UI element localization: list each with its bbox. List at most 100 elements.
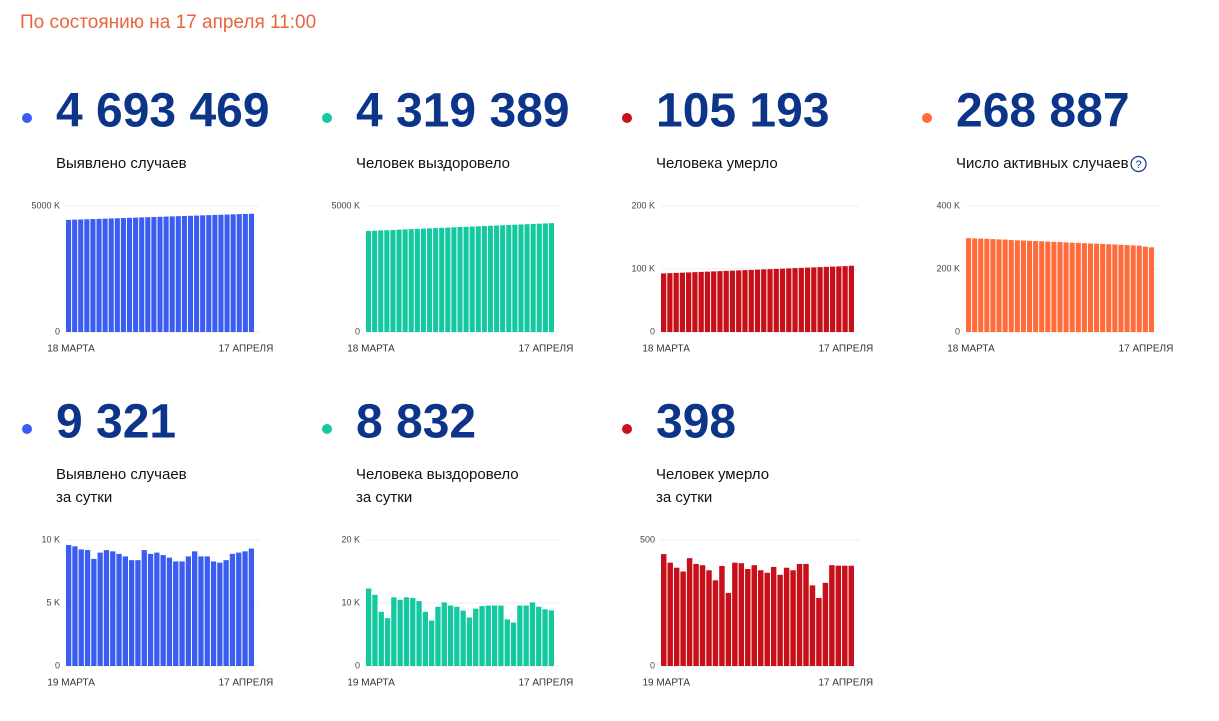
- bar: [391, 597, 397, 666]
- bar: [761, 269, 767, 332]
- x-tick-label: 18 МАРТА: [642, 344, 690, 355]
- metric-sublabel: за сутки: [56, 489, 112, 506]
- bar: [451, 227, 457, 332]
- bar: [487, 225, 494, 332]
- bar: [439, 227, 445, 332]
- bar: [1100, 243, 1106, 332]
- bar: [212, 214, 218, 332]
- metric-sublabel: за сутки: [356, 489, 412, 506]
- bar: [185, 556, 191, 666]
- bar: [1026, 240, 1033, 332]
- bar: [742, 270, 748, 332]
- bar: [1118, 244, 1124, 332]
- bar: [736, 270, 742, 332]
- bar: [529, 602, 536, 666]
- bar: [524, 224, 530, 332]
- bar: [206, 215, 212, 332]
- bar: [773, 268, 779, 332]
- bar: [803, 563, 809, 666]
- bar: [96, 218, 102, 332]
- bar: [108, 218, 114, 332]
- metric-label: Число активных случаев: [956, 155, 1129, 172]
- bar: [536, 223, 542, 332]
- bar: [416, 601, 422, 666]
- bar: [160, 555, 166, 666]
- bar: [230, 214, 236, 332]
- bar: [767, 269, 773, 332]
- bar: [996, 239, 1002, 332]
- bar: [804, 267, 811, 332]
- y-tick-label: 0: [650, 326, 655, 336]
- bar: [84, 550, 91, 666]
- bar: [786, 268, 792, 332]
- bar: [1014, 240, 1020, 332]
- bar: [725, 592, 732, 666]
- status-dot: [322, 113, 332, 123]
- bar: [147, 553, 154, 666]
- bar: [90, 219, 96, 332]
- headline-number: 9 321: [56, 396, 176, 449]
- metric-label: Человека выздоровело: [356, 466, 519, 483]
- x-tick-label: 17 АПРЕЛЯ: [1119, 344, 1174, 355]
- bar: [229, 553, 236, 666]
- bar: [1148, 247, 1154, 332]
- bar: [141, 550, 147, 666]
- bar: [792, 268, 798, 332]
- y-tick-label: 5 K: [46, 597, 60, 607]
- bar: [72, 219, 78, 332]
- bar: [1136, 245, 1142, 332]
- x-tick-label: 17 АПРЕЛЯ: [818, 678, 873, 689]
- bar: [163, 216, 169, 332]
- y-tick-label: 20 K: [341, 534, 360, 544]
- metric-label: Выявлено случаев: [56, 155, 187, 172]
- bar: [204, 556, 210, 666]
- bar: [542, 609, 548, 666]
- bar: [1057, 242, 1063, 332]
- bar: [120, 218, 126, 332]
- bar: [166, 557, 173, 666]
- bar: [1142, 246, 1148, 332]
- bar: [500, 225, 506, 332]
- bar: [523, 605, 529, 666]
- bar: [129, 560, 135, 666]
- bar: [66, 219, 72, 332]
- bar: [673, 567, 680, 666]
- bar: [711, 271, 717, 332]
- bar: [1051, 241, 1057, 332]
- bar: [1039, 241, 1045, 332]
- headline-number: 398: [656, 396, 736, 449]
- y-tick-label: 0: [355, 660, 360, 670]
- bar: [66, 545, 72, 666]
- bar: [384, 230, 390, 332]
- bar: [175, 216, 181, 332]
- y-tick-label: 0: [55, 660, 60, 670]
- bar: [704, 271, 711, 332]
- x-tick-label: 19 МАРТА: [347, 678, 395, 689]
- bar: [823, 266, 829, 332]
- bar: [469, 226, 475, 332]
- bar: [667, 273, 673, 332]
- bar: [822, 582, 829, 666]
- bar: [445, 227, 451, 332]
- bar: [548, 610, 554, 666]
- help-icon: [1130, 155, 1147, 173]
- x-tick-label: 18 МАРТА: [947, 344, 995, 355]
- bar: [224, 214, 230, 332]
- bar: [829, 266, 836, 332]
- bar: [422, 611, 428, 666]
- metric-label: Человека умерло: [656, 155, 778, 172]
- bar: [135, 560, 141, 666]
- metric-label: Человек выздоровело: [356, 155, 510, 172]
- bar: [848, 265, 854, 332]
- bar: [661, 554, 667, 666]
- bar: [139, 217, 145, 332]
- bar: [667, 562, 673, 666]
- bar: [504, 619, 510, 666]
- bar: [78, 549, 84, 666]
- metric-sublabel: за сутки: [656, 489, 712, 506]
- bar: [408, 229, 414, 332]
- bar: [518, 224, 524, 332]
- bar: [706, 570, 712, 666]
- y-tick-label: 10 K: [41, 534, 60, 544]
- bar: [84, 219, 90, 332]
